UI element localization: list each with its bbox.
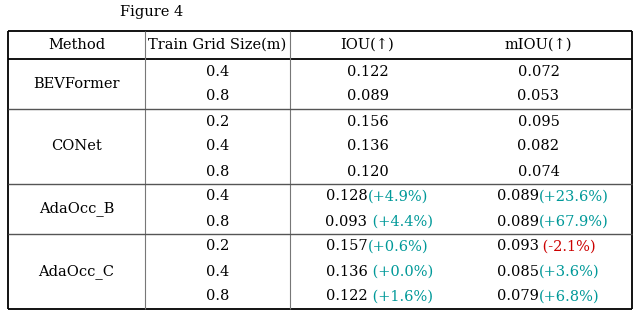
Text: Train Grid Size(m): Train Grid Size(m) — [148, 38, 287, 52]
Text: 0.095: 0.095 — [518, 114, 559, 129]
Text: (+0.6%): (+0.6%) — [367, 240, 428, 254]
Text: AdaOcc_C: AdaOcc_C — [38, 264, 115, 279]
Text: (+23.6%): (+23.6%) — [538, 190, 609, 204]
Text: 0.2: 0.2 — [206, 240, 229, 254]
Text: 0.053: 0.053 — [518, 89, 559, 104]
Text: 0.072: 0.072 — [518, 64, 559, 79]
Text: (+4.4%): (+4.4%) — [367, 215, 433, 229]
Text: (+6.8%): (+6.8%) — [538, 290, 599, 303]
Text: 0.093: 0.093 — [326, 215, 367, 229]
Text: mIOU(↑): mIOU(↑) — [505, 38, 572, 52]
Text: 0.074: 0.074 — [518, 164, 559, 179]
Text: 0.4: 0.4 — [206, 265, 229, 279]
Text: 0.085: 0.085 — [497, 265, 538, 279]
Text: 0.120: 0.120 — [347, 164, 388, 179]
Text: (+0.0%): (+0.0%) — [367, 265, 433, 279]
Text: AdaOcc_B: AdaOcc_B — [39, 202, 114, 216]
Text: 0.122: 0.122 — [347, 64, 388, 79]
Text: BEVFormer: BEVFormer — [33, 77, 120, 91]
Text: Figure 4: Figure 4 — [120, 5, 183, 19]
Text: 0.093: 0.093 — [497, 240, 538, 254]
Text: CONet: CONet — [51, 139, 102, 154]
Text: (+4.9%): (+4.9%) — [367, 190, 428, 204]
Text: 0.089: 0.089 — [346, 89, 388, 104]
Text: 0.079: 0.079 — [497, 290, 538, 303]
Text: 0.2: 0.2 — [206, 114, 229, 129]
Text: IOU(↑): IOU(↑) — [340, 38, 394, 52]
Text: 0.122: 0.122 — [326, 290, 367, 303]
Text: 0.089: 0.089 — [497, 190, 538, 204]
Text: 0.136: 0.136 — [347, 139, 388, 154]
Text: 0.8: 0.8 — [206, 164, 229, 179]
Text: 0.8: 0.8 — [206, 215, 229, 229]
Text: 0.089: 0.089 — [497, 215, 538, 229]
Text: 0.128: 0.128 — [326, 190, 367, 204]
Text: 0.136: 0.136 — [326, 265, 367, 279]
Text: (+3.6%): (+3.6%) — [538, 265, 599, 279]
Text: 0.157: 0.157 — [326, 240, 367, 254]
Text: 0.4: 0.4 — [206, 64, 229, 79]
Text: 0.4: 0.4 — [206, 139, 229, 154]
Text: 0.8: 0.8 — [206, 290, 229, 303]
Text: 0.156: 0.156 — [347, 114, 388, 129]
Text: 0.8: 0.8 — [206, 89, 229, 104]
Text: (+1.6%): (+1.6%) — [367, 290, 433, 303]
Text: 0.082: 0.082 — [518, 139, 559, 154]
Text: (+67.9%): (+67.9%) — [538, 215, 608, 229]
Text: Method: Method — [48, 38, 105, 52]
Text: 0.4: 0.4 — [206, 190, 229, 204]
Text: (-2.1%): (-2.1%) — [538, 240, 596, 254]
